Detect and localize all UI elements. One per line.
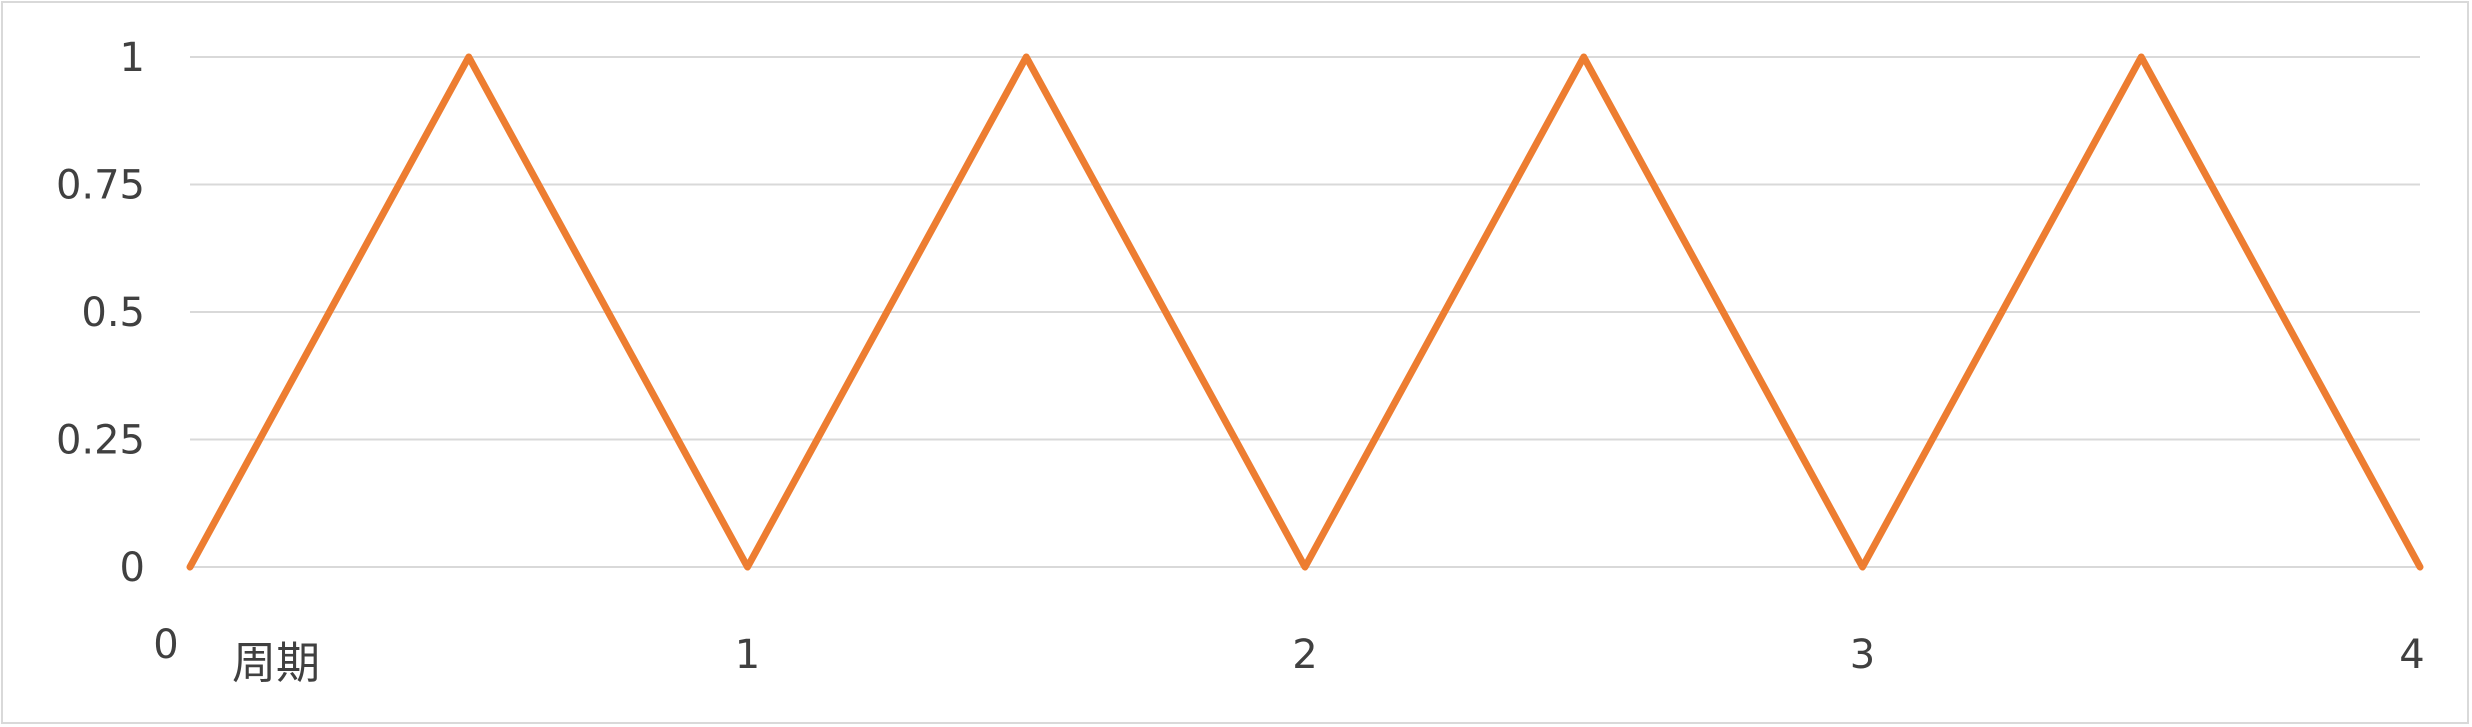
x-tick-label: 0 [153, 622, 178, 668]
gridlines [190, 56, 2420, 568]
x-tick-label: 2 [1292, 632, 1317, 678]
y-tick-label: 0.5 [81, 290, 145, 336]
x-tick-label: 4 [2399, 632, 2424, 678]
y-tick-label: 0 [120, 545, 145, 591]
y-tick-label: 0.75 [56, 163, 145, 209]
y-axis-tick-labels: 0 0.25 0.5 0.75 1 [56, 35, 145, 591]
series-line-triangle-wave [186, 53, 2424, 571]
x-axis-tick-labels: 0 1 2 3 4 [153, 622, 2424, 678]
y-tick-label: 0.25 [56, 418, 145, 464]
x-axis-title: 周期 [232, 638, 320, 689]
series-lines [186, 53, 2424, 571]
x-tick-label: 1 [735, 632, 760, 678]
x-tick-label: 3 [1850, 632, 1875, 678]
y-tick-label: 1 [120, 35, 145, 81]
